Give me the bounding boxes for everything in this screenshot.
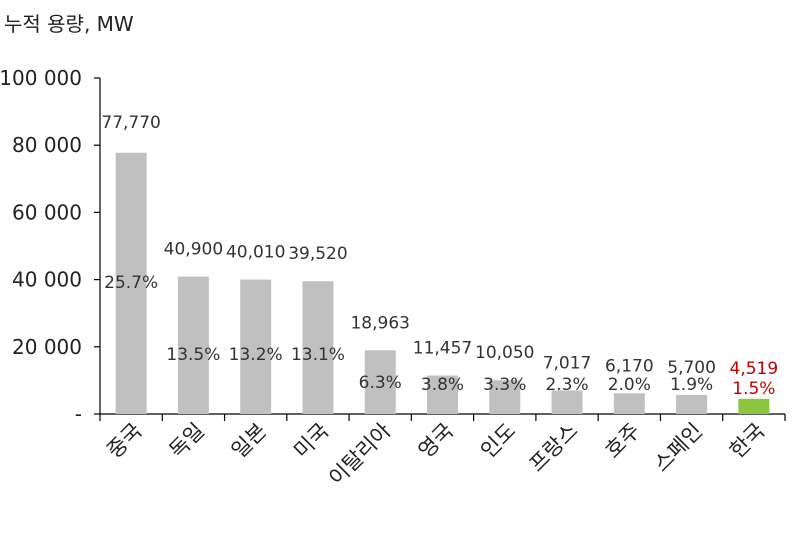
- y-tick-label: 20 000: [12, 335, 82, 359]
- value-label: 10,050: [475, 343, 534, 363]
- bar: [551, 390, 583, 414]
- bars: [115, 152, 770, 414]
- category-label: 스페인: [649, 419, 707, 477]
- value-label: 39,520: [288, 244, 347, 264]
- bar: [427, 375, 458, 414]
- category-label: 호주: [601, 419, 645, 463]
- share-label: 2.0%: [608, 375, 651, 395]
- y-tick-label: -: [75, 402, 82, 426]
- share-label: 3.3%: [483, 375, 526, 395]
- share-label: 13.1%: [291, 345, 345, 365]
- category-label: 한국: [725, 419, 769, 463]
- value-label: 5,700: [667, 358, 716, 378]
- share-label: 13.5%: [166, 345, 220, 365]
- y-axis: - 20 000 40 000 60 000 80 000 100 000: [0, 66, 101, 426]
- category-label: 인도: [476, 419, 520, 463]
- category-label: 독일: [165, 419, 209, 463]
- share-label: 1.5%: [732, 379, 775, 399]
- value-label: 11,457: [413, 339, 472, 359]
- category-label: 프랑스: [525, 419, 583, 477]
- y-axis-unit-label: 누적 용량, MW: [4, 12, 134, 36]
- value-label: 6,170: [605, 356, 654, 376]
- share-label: 1.9%: [670, 375, 713, 395]
- value-label: 4,519: [730, 359, 779, 379]
- bar: [115, 152, 147, 414]
- y-tick-label: 100 000: [0, 66, 82, 90]
- bar: [613, 393, 645, 414]
- value-label: 77,770: [101, 113, 160, 133]
- share-label: 2.3%: [545, 375, 588, 395]
- category-label: 일본: [227, 419, 271, 463]
- value-label: 40,010: [226, 243, 285, 263]
- data-labels: 77,770 25.7% 40,900 13.5% 40,010 13.2% 39,520 1…: [101, 113, 778, 399]
- share-label: 3.8%: [421, 375, 464, 395]
- share-label: 25.7%: [104, 273, 158, 293]
- category-label: 미국: [289, 419, 333, 463]
- bar: [177, 276, 209, 414]
- category-label: 영국: [414, 419, 458, 463]
- category-label: 이탈리아: [324, 419, 396, 491]
- bar: [240, 279, 272, 414]
- y-tick-label: 60 000: [12, 200, 82, 224]
- bar: [676, 394, 708, 414]
- bar: [364, 350, 396, 414]
- value-label: 18,963: [350, 313, 409, 333]
- bar: [489, 380, 521, 414]
- y-tick-label: 80 000: [12, 133, 82, 157]
- share-label: 6.3%: [359, 373, 402, 393]
- category-label: 중국: [102, 419, 146, 463]
- y-tick-label: 40 000: [12, 268, 82, 292]
- value-label: 7,017: [543, 353, 592, 373]
- value-label: 40,900: [164, 240, 223, 260]
- bar: [738, 398, 770, 414]
- bar: [302, 281, 334, 414]
- share-label: 13.2%: [229, 345, 283, 365]
